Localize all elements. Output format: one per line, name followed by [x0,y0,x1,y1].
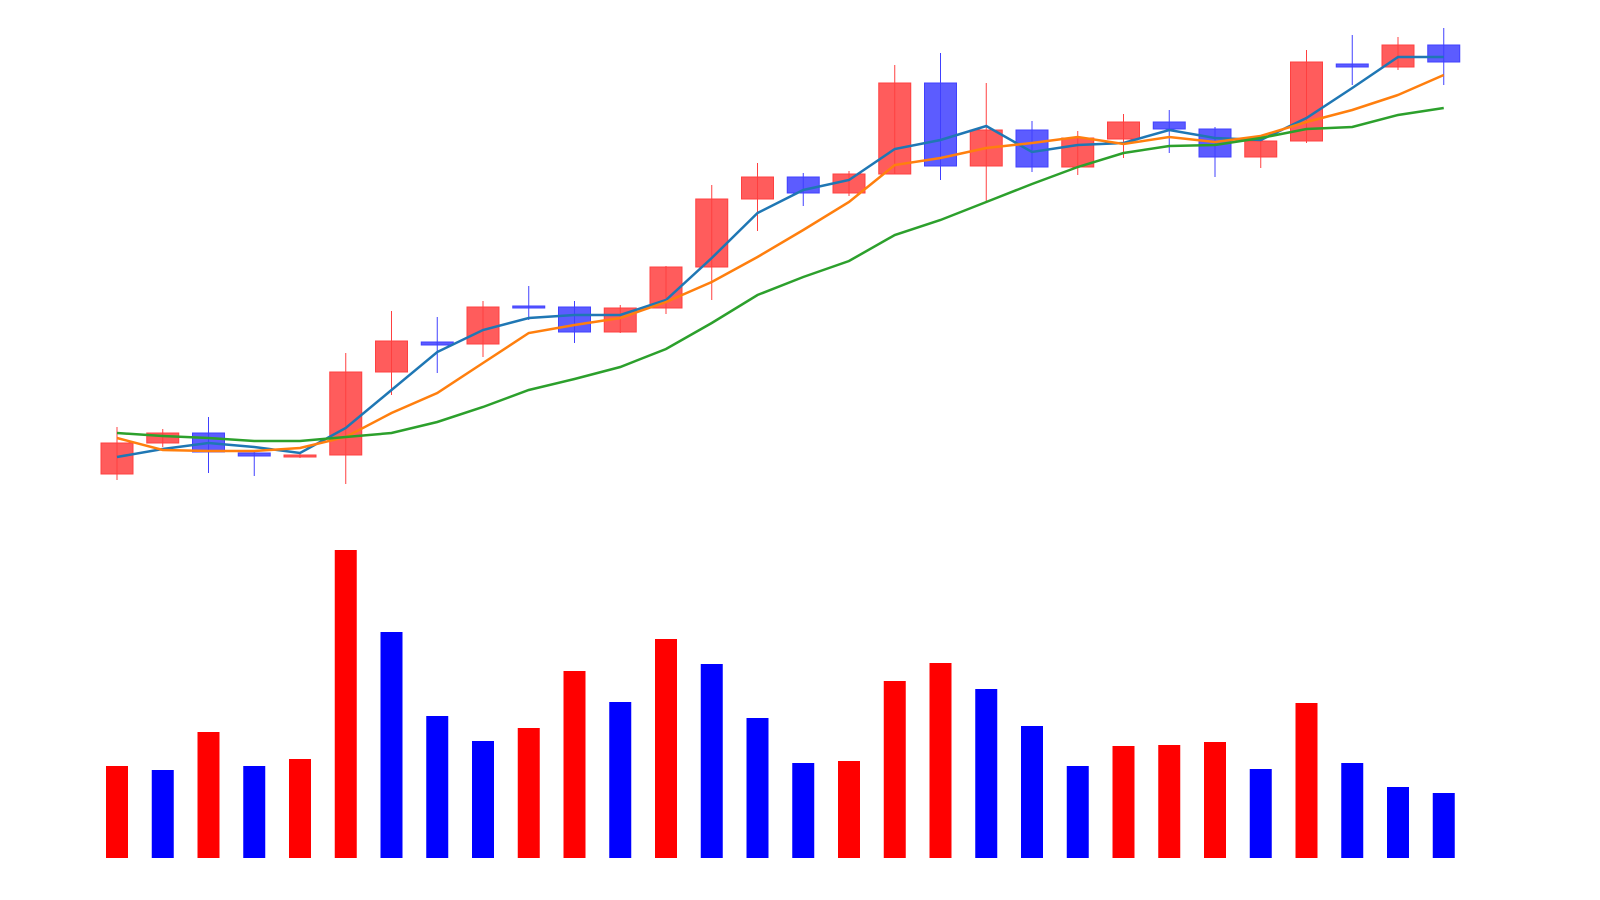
volume-bar [1021,726,1043,858]
volume-bar [1341,763,1364,858]
volume-bar [655,639,677,858]
candle-body [558,306,591,333]
candle-body [741,176,774,200]
volume-bar [472,741,494,858]
candle-body [1152,121,1186,130]
moving-average-line [116,106,1444,443]
volume-bar [197,732,220,858]
candle-body [375,340,408,373]
volume-bar [334,550,357,858]
candle-body [466,306,500,345]
moving-average-line [116,55,1444,459]
candle-body [1107,121,1140,140]
candle-body [1335,63,1369,68]
candle-body [512,305,546,309]
volume-bar [1066,766,1089,858]
candle-body [420,341,454,346]
volume-bar [609,702,632,858]
candle-body [1244,140,1278,158]
candle-body [695,198,729,268]
candle-body [100,442,134,475]
volume-bar [929,663,952,858]
candle-body [878,82,912,175]
volume-bar [1432,793,1455,858]
volume-bar [1112,746,1135,858]
candle-body [146,432,180,444]
volume-bar [975,689,998,858]
volume-bar [106,766,128,858]
volume-bar [380,632,403,858]
candle-body [237,452,271,457]
candle-body [1061,137,1095,168]
volume-bar [1249,769,1272,858]
candle-body [1015,129,1049,168]
candle-body [1427,44,1461,63]
volume-bar [1387,787,1409,858]
volume-bar [289,759,311,858]
candle-body [283,454,317,458]
volume-bar [883,681,906,858]
volume-bar [792,763,815,858]
volume-bar [1158,745,1181,858]
volume-bar [517,728,540,858]
volume-bar [1295,703,1318,858]
volume-bar [1204,742,1226,858]
volume-bar [838,761,860,858]
candle-body [329,371,363,456]
volume-bar [151,770,174,858]
volume-bar [563,671,586,858]
candle-body [924,82,957,167]
moving-average-line [116,73,1445,453]
volume-bar [746,718,769,858]
volume-bar [426,716,449,858]
volume-bar [700,664,723,858]
volume-bar [243,766,266,858]
